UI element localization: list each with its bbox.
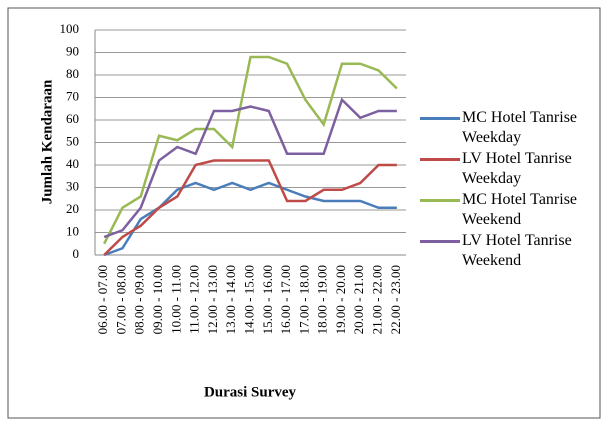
legend-swatch xyxy=(420,240,460,243)
legend-label: MC Hotel Tanrise Weekday xyxy=(462,109,578,146)
x-tick-label: 06.00 - 07.00 xyxy=(95,265,110,334)
x-tick-label: 16.00 - 17.00 xyxy=(278,265,293,334)
chart-border xyxy=(7,7,601,419)
legend-item: MC Hotel Tanrise Weekend xyxy=(420,190,594,230)
y-tick-label: 60 xyxy=(66,111,79,126)
series-line xyxy=(103,181,397,257)
y-tick-label: 90 xyxy=(66,43,79,58)
y-tick-label: 80 xyxy=(66,66,79,81)
legend-label: LV Hotel Tanrise Weekday xyxy=(462,150,572,187)
series-line xyxy=(103,159,397,256)
x-axis-title: Durasi Survey xyxy=(204,384,297,400)
y-axis-title: Jumlah Kendaraan xyxy=(39,79,55,204)
x-tick-label: 09.00 - 10.00 xyxy=(150,265,165,334)
x-tick-label: 15.00 - 16.00 xyxy=(260,265,275,334)
y-tick-label: 40 xyxy=(66,156,79,171)
x-tick-label: 20.00 - 21.00 xyxy=(351,265,366,334)
legend-item: LV Hotel Tanrise Weekend xyxy=(420,231,594,271)
x-tick-label: 18.00 - 19.00 xyxy=(315,265,330,334)
x-tick-label: 13.00 - 14.00 xyxy=(223,265,238,334)
x-tick-label: 22.00 - 23.00 xyxy=(388,265,403,334)
legend-swatch xyxy=(420,117,460,120)
x-tick-label: 17.00 - 18.00 xyxy=(296,265,311,334)
y-tick-label: 30 xyxy=(66,178,79,193)
x-tick-label: 21.00 - 22.00 xyxy=(370,265,385,334)
legend-label: MC Hotel Tanrise Weekend xyxy=(462,191,578,228)
legend-item: LV Hotel Tanrise Weekday xyxy=(420,149,594,189)
y-tick-label: 20 xyxy=(66,201,79,216)
x-tick-label: 12.00 - 13.00 xyxy=(205,265,220,334)
legend-item: MC Hotel Tanrise Weekday xyxy=(420,108,594,148)
x-tick-label: 19.00 - 20.00 xyxy=(333,265,348,334)
y-tick-label: 10 xyxy=(66,223,79,238)
x-tick-label: 10.00 - 11.00 xyxy=(168,265,183,334)
x-tick-label: 08.00 - 09.00 xyxy=(132,265,147,334)
x-tick-label: 07.00 - 08.00 xyxy=(113,265,128,334)
y-tick-label: 70 xyxy=(66,88,79,103)
y-tick-label: 100 xyxy=(60,21,80,36)
x-tick-label: 11.00 - 12.00 xyxy=(187,265,202,334)
y-tick-label: 0 xyxy=(73,246,80,261)
legend-swatch xyxy=(420,158,460,161)
legend-swatch xyxy=(420,199,460,202)
y-tick-label: 50 xyxy=(66,133,79,148)
x-tick-label: 14.00 - 15.00 xyxy=(241,265,256,334)
series-line xyxy=(103,55,398,245)
legend: MC Hotel Tanrise Weekday LV Hotel Tanrise… xyxy=(420,108,600,272)
legend-label: LV Hotel Tanrise Weekend xyxy=(462,232,572,269)
series-line xyxy=(103,97,397,239)
